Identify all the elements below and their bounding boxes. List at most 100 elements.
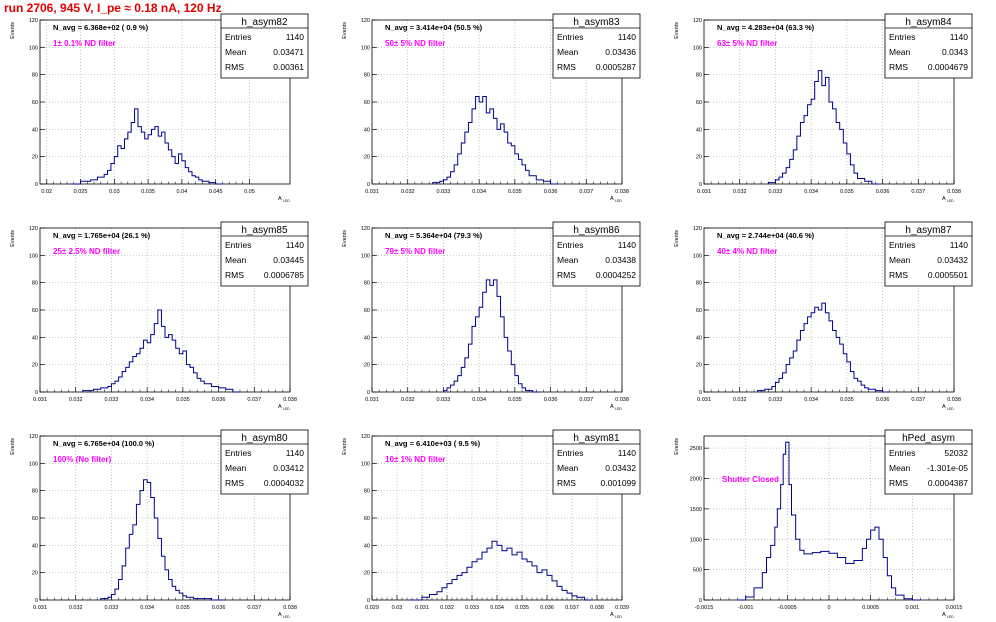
x-tick-label: 0.034 [140, 605, 154, 611]
x-tick-label: 0.035 [840, 397, 854, 403]
stats-label-mean: Mean [557, 255, 579, 265]
x-axis-label-subscript: LED [947, 615, 954, 619]
x-tick-label: 0.038 [283, 605, 297, 611]
histogram-panel-hPed_asym: 0 500 1000 1500 2000 2500 -0.0015 -0.001 -0.0005… [674, 429, 973, 619]
stats-value-rms: 0.0006785 [264, 270, 304, 280]
stats-value-entries: 1140 [286, 240, 305, 250]
histogram-outline [442, 279, 540, 393]
stats-label-rms: RMS [225, 478, 244, 488]
x-axis-label-subscript: LED [283, 615, 290, 619]
run-title: run 2706, 945 V, I_pe ≈ 0.18 nA, 120 Hz [4, 1, 222, 15]
stats-label-entries: Entries [557, 240, 583, 250]
x-tick-label: 0.033 [437, 397, 451, 403]
x-tick-label: 0.033 [769, 397, 783, 403]
plot-frame [703, 19, 955, 185]
y-axis-label: Events [674, 438, 680, 455]
y-tick-label: 120 [29, 18, 38, 24]
y-tick-label: 40 [32, 335, 38, 341]
histogram-name: h_asym84 [905, 17, 952, 28]
navg-label: N_avg = 6.410e+03 ( 9.5 %) [385, 439, 481, 448]
x-tick-label: 0.031 [33, 397, 47, 403]
stats-box [220, 429, 309, 495]
stats-label-rms: RMS [889, 478, 908, 488]
x-tick-label: 0.039 [615, 605, 629, 611]
x-tick-label: 0.031 [415, 605, 429, 611]
x-tick-label: 0.034 [140, 397, 154, 403]
stats-value-mean: 0.03432 [937, 255, 968, 265]
x-axis-label: A [610, 196, 614, 202]
y-tick-label: 100 [29, 253, 38, 259]
x-tick-label: 0.034 [472, 397, 486, 403]
y-tick-label: 1500 [690, 507, 702, 513]
y-tick-label: 40 [364, 335, 370, 341]
stats-value-entries: 1140 [286, 32, 305, 42]
stats-label-rms: RMS [557, 270, 576, 280]
x-axis-label: A [278, 612, 282, 618]
x-tick-label: 0.04 [177, 189, 188, 195]
y-tick-label: 20 [364, 363, 370, 369]
y-tick-label: 0 [35, 182, 38, 188]
y-tick-label: 0 [699, 598, 702, 604]
plot-frame [371, 435, 623, 601]
stats-value-rms: 0.001099 [601, 478, 637, 488]
x-tick-label: 0.045 [209, 189, 223, 195]
stats-label-mean: Mean [889, 463, 911, 473]
stats-value-mean: -1.301e-05 [927, 463, 968, 473]
stats-value-mean: 0.03445 [273, 255, 304, 265]
y-axis-label: Events [674, 22, 680, 39]
y-tick-label: 2500 [690, 446, 702, 452]
stats-label-entries: Entries [557, 32, 583, 42]
x-tick-label: 0.031 [33, 605, 47, 611]
y-axis-label: Events [674, 230, 680, 247]
stats-value-mean: 0.03412 [273, 463, 304, 473]
x-axis-label: A [278, 404, 282, 410]
stats-box [552, 13, 641, 79]
y-tick-label: 120 [361, 434, 370, 440]
y-axis-label: Events [342, 230, 348, 247]
x-tick-label: 0.031 [365, 189, 379, 195]
y-tick-label: 20 [32, 363, 38, 369]
histogram-name: hPed_asym [902, 433, 955, 444]
stats-label-mean: Mean [225, 255, 247, 265]
histogram-outline [737, 441, 921, 601]
stats-value-entries: 1140 [286, 448, 305, 458]
x-tick-label: 0.036 [544, 189, 558, 195]
histogram-panel-h_asym81: 0 20 40 60 80 100 120 0.029 0.03 0.031 0.032 0.033 0… [342, 429, 641, 619]
y-tick-label: 100 [361, 45, 370, 51]
plot-frame [39, 435, 291, 601]
navg-label: N_avg = 2.744e+04 (40.6 %) [717, 231, 815, 240]
x-tick-label: 0.038 [615, 397, 629, 403]
filter-note: 10± 1% ND filter [385, 455, 445, 464]
stats-label-rms: RMS [557, 478, 576, 488]
x-axis-label-subscript: LED [615, 407, 622, 411]
histogram-outline [82, 309, 240, 393]
filter-note: 50± 5% ND filter [385, 39, 445, 48]
stats-value-entries: 1140 [618, 448, 637, 458]
x-axis-label: A [278, 196, 282, 202]
y-tick-label: 60 [364, 516, 370, 522]
x-axis-label: A [610, 404, 614, 410]
stats-label-mean: Mean [889, 47, 911, 57]
y-tick-label: 20 [696, 155, 702, 161]
y-tick-label: 100 [29, 45, 38, 51]
x-tick-label: 0.033 [769, 189, 783, 195]
stats-value-mean: 0.03432 [605, 463, 636, 473]
histogram-name: h_asym85 [241, 225, 288, 236]
stats-box [552, 429, 641, 495]
stats-value-mean: 0.03436 [605, 47, 636, 57]
y-tick-label: 20 [696, 363, 702, 369]
stats-label-mean: Mean [889, 255, 911, 265]
y-tick-label: 80 [696, 73, 702, 79]
x-tick-label: 0.033 [465, 605, 479, 611]
histogram-name: h_asym82 [241, 17, 288, 28]
y-tick-label: 120 [693, 226, 702, 232]
navg-label: N_avg = 3.414e+04 (50.5 %) [385, 23, 483, 32]
x-axis-label-subscript: LED [615, 615, 622, 619]
y-tick-label: 120 [693, 18, 702, 24]
x-tick-label: 0.035 [515, 605, 529, 611]
y-tick-label: 1000 [690, 537, 702, 543]
x-tick-label: 0.037 [247, 605, 261, 611]
filter-note: 63± 5% ND filter [717, 39, 777, 48]
x-tick-label: -0.0005 [778, 605, 797, 611]
stats-label-mean: Mean [225, 463, 247, 473]
